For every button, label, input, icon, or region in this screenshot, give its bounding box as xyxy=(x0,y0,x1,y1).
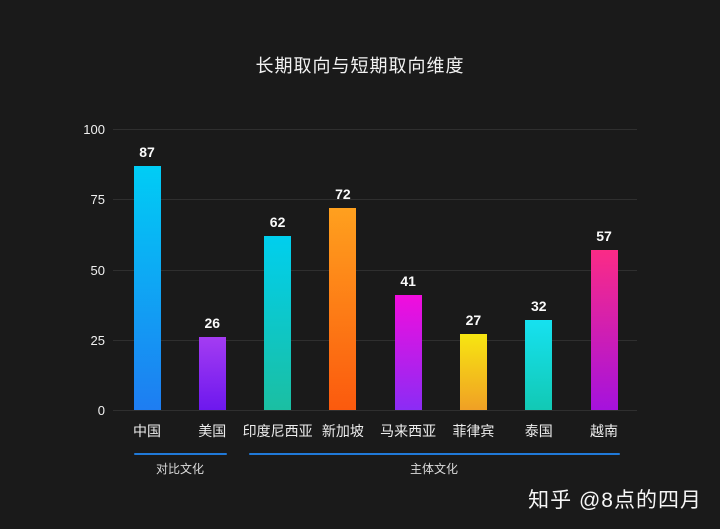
x-axis-label-印度尼西亚: 印度尼西亚 xyxy=(242,423,313,439)
bar-马来西亚 xyxy=(394,294,422,410)
bar-菲律宾 xyxy=(459,334,487,410)
x-axis-label-马来西亚: 马来西亚 xyxy=(380,423,437,439)
x-axis-label-美国: 美国 xyxy=(198,423,227,439)
bar-value-美国: 26 xyxy=(204,314,221,331)
y-axis-tick-25: 25 xyxy=(90,332,105,348)
bar-印度尼西亚 xyxy=(264,235,292,410)
bar-value-马来西亚: 41 xyxy=(400,272,416,289)
watermark-zhihu-credit: 知乎 @8点的四月 xyxy=(528,489,702,512)
bar-value-菲律宾: 27 xyxy=(465,312,482,329)
y-axis-tick-50: 50 xyxy=(90,262,105,278)
x-axis-label-泰国: 泰国 xyxy=(524,423,553,439)
y-axis-tick-0: 0 xyxy=(97,403,105,418)
y-axis-tick-75: 75 xyxy=(90,192,105,208)
bar-value-泰国: 32 xyxy=(530,298,547,315)
bar-美国 xyxy=(198,336,226,410)
x-axis-label-菲律宾: 菲律宾 xyxy=(452,423,495,439)
bar-越南 xyxy=(590,249,618,410)
x-axis-label-越南: 越南 xyxy=(590,423,619,439)
gridline-25 xyxy=(113,339,637,341)
group-underline-subject-culture xyxy=(249,453,620,455)
bar-value-越南: 57 xyxy=(596,227,612,244)
group-label-comparison-culture: 对比文化 xyxy=(155,462,204,476)
bar-泰国 xyxy=(525,320,553,410)
bar-value-新加坡: 72 xyxy=(335,185,351,202)
y-axis-tick-100: 100 xyxy=(83,122,105,137)
bar-新加坡 xyxy=(329,207,357,410)
group-label-subject-culture: 主体文化 xyxy=(409,462,458,476)
gridline-50 xyxy=(113,269,637,271)
chart-title: 长期取向与短期取向维度 xyxy=(255,56,465,76)
x-axis-label-新加坡: 新加坡 xyxy=(321,423,364,439)
gridline-75 xyxy=(113,199,637,201)
group-underline-comparison-culture xyxy=(134,453,227,455)
bar-value-印度尼西亚: 62 xyxy=(269,213,286,230)
gridline-0 xyxy=(113,410,637,411)
x-axis-label-中国: 中国 xyxy=(133,423,161,439)
bar-value-中国: 87 xyxy=(139,143,155,160)
bar-中国 xyxy=(133,165,161,410)
gridline-100 xyxy=(113,129,637,130)
